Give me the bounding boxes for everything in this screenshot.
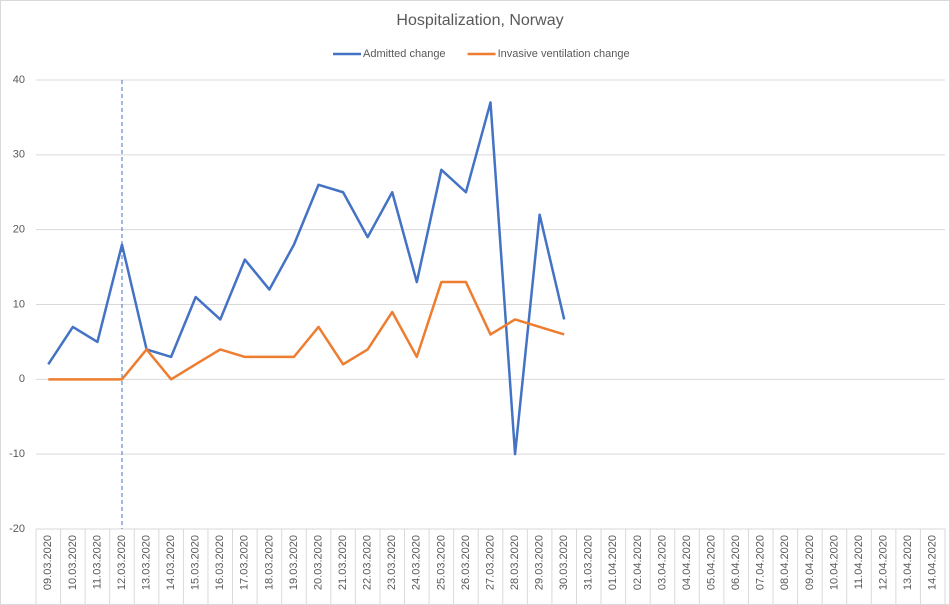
legend-label: Admitted change [363,48,446,60]
x-tick-label: 08.04.2020 [779,535,791,590]
x-tick-label: 17.03.2020 [239,535,251,590]
x-tick-label: 28.03.2020 [509,535,521,590]
x-tick-label: 09.04.2020 [804,535,816,590]
y-tick-label: -10 [9,448,25,460]
x-tick-label: 02.04.2020 [632,535,644,590]
x-tick-label: 24.03.2020 [411,535,423,590]
series-line [48,280,565,381]
x-tick-label: 11.03.2020 [91,535,103,589]
x-tick-label: 14.03.2020 [165,535,177,590]
x-tick-label: 23.03.2020 [386,535,398,590]
x-tick-label: 22.03.2020 [362,535,374,590]
x-tick-label: 13.03.2020 [140,535,152,590]
x-tick-label: 14.04.2020 [927,535,939,590]
x-tick-label: 27.03.2020 [484,535,496,590]
x-tick-label: 07.04.2020 [755,535,767,590]
x-tick-label: 10.03.2020 [67,535,79,590]
x-tick-label: 01.04.2020 [607,535,619,590]
y-tick-label: -20 [9,523,25,535]
y-tick-label: 0 [19,373,25,385]
x-tick-label: 03.04.2020 [656,535,668,590]
x-tick-label: 04.04.2020 [681,535,693,590]
x-tick-label: 13.04.2020 [902,535,914,590]
x-tick-label: 12.03.2020 [116,535,128,590]
y-tick-label: 20 [13,224,25,236]
x-tick-label: 31.03.2020 [583,535,595,590]
chart-title: Hospitalization, Norway [396,12,563,29]
x-tick-label: 05.04.2020 [706,535,718,590]
x-tick-label: 11.04.2020 [853,535,865,589]
y-tick-label: 30 [13,149,25,161]
x-tick-label: 18.03.2020 [263,535,275,590]
x-tick-label: 21.03.2020 [337,535,349,590]
x-tick-label: 25.03.2020 [435,535,447,590]
x-tick-label: 29.03.2020 [534,535,546,590]
y-tick-label: 40 [13,74,25,86]
x-tick-label: 15.03.2020 [190,535,202,590]
x-tick-label: 06.04.2020 [730,535,742,590]
x-tick-label: 10.04.2020 [828,535,840,590]
x-tick-label: 19.03.2020 [288,535,300,590]
x-tick-label: 16.03.2020 [214,535,226,590]
x-tick-label: 09.03.2020 [42,535,54,590]
x-tick-label: 30.03.2020 [558,535,570,590]
x-tick-label: 26.03.2020 [460,535,472,590]
x-tick-label: 12.04.2020 [877,535,889,590]
y-tick-label: 10 [13,298,25,310]
x-tick-label: 20.03.2020 [312,535,324,590]
legend-label: Invasive ventilation change [498,48,630,60]
series-line [47,101,566,456]
